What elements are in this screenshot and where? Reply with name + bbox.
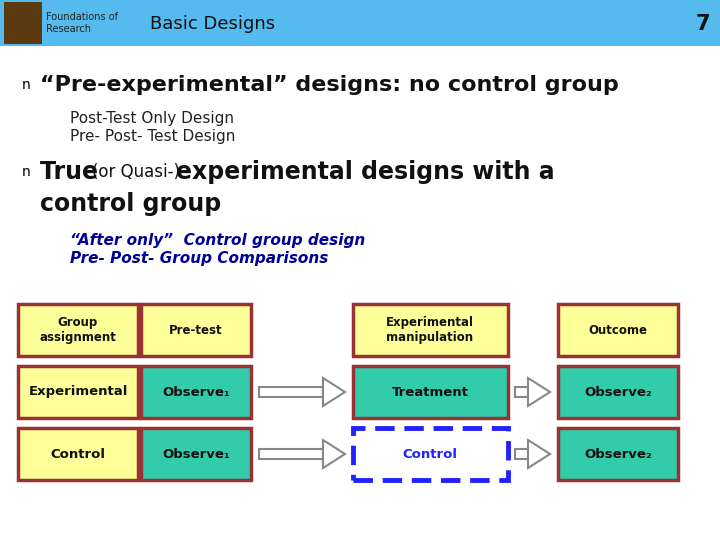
Bar [259, 387, 323, 397]
Bar [259, 449, 323, 459]
FancyBboxPatch shape [18, 304, 138, 356]
Text: Observe₂: Observe₂ [584, 386, 652, 399]
Text: Outcome: Outcome [588, 323, 647, 336]
FancyBboxPatch shape [141, 366, 251, 418]
FancyBboxPatch shape [558, 366, 678, 418]
Text: Research: Research [46, 24, 91, 34]
Text: Pre-test: Pre-test [169, 323, 222, 336]
Text: n: n [22, 165, 31, 179]
Polygon shape [323, 440, 345, 468]
Text: Foundations of: Foundations of [46, 12, 118, 22]
Polygon shape [528, 378, 550, 406]
Text: Pre- Post- Group Comparisons: Pre- Post- Group Comparisons [70, 252, 328, 267]
Text: Observe₂: Observe₂ [584, 448, 652, 461]
Bar [0, 0, 720, 46]
Text: Pre- Post- Test Design: Pre- Post- Test Design [70, 130, 235, 145]
Text: Control: Control [50, 448, 106, 461]
FancyBboxPatch shape [558, 428, 678, 480]
FancyBboxPatch shape [141, 428, 251, 480]
FancyBboxPatch shape [141, 304, 251, 356]
Text: Experimental: Experimental [28, 386, 127, 399]
Text: Control: Control [402, 448, 457, 461]
FancyBboxPatch shape [18, 366, 138, 418]
Bar [515, 449, 528, 459]
FancyBboxPatch shape [558, 304, 678, 356]
Bar [4, 2, 42, 44]
Text: n: n [22, 78, 31, 92]
Text: Basic Designs: Basic Designs [150, 15, 275, 33]
Polygon shape [323, 378, 345, 406]
Text: 7: 7 [696, 14, 710, 34]
Text: Treatment: Treatment [392, 386, 469, 399]
Text: Post-Test Only Design: Post-Test Only Design [70, 111, 234, 125]
Text: experimental designs with a: experimental designs with a [176, 160, 554, 184]
Text: “After only”  Control group design: “After only” Control group design [70, 233, 365, 247]
Text: Experimental
manipulation: Experimental manipulation [386, 316, 474, 344]
Text: Group
assignment: Group assignment [40, 316, 117, 344]
Text: control group: control group [40, 192, 221, 216]
FancyBboxPatch shape [353, 428, 508, 480]
Text: (or Quasi-): (or Quasi-) [92, 163, 180, 181]
Text: Observe₁: Observe₁ [162, 386, 230, 399]
Text: True: True [40, 160, 107, 184]
Bar [515, 387, 528, 397]
Text: Observe₁: Observe₁ [162, 448, 230, 461]
FancyBboxPatch shape [353, 304, 508, 356]
FancyBboxPatch shape [353, 366, 508, 418]
Polygon shape [528, 440, 550, 468]
FancyBboxPatch shape [18, 428, 138, 480]
Text: “Pre-experimental” designs: no control group: “Pre-experimental” designs: no control g… [40, 75, 618, 95]
